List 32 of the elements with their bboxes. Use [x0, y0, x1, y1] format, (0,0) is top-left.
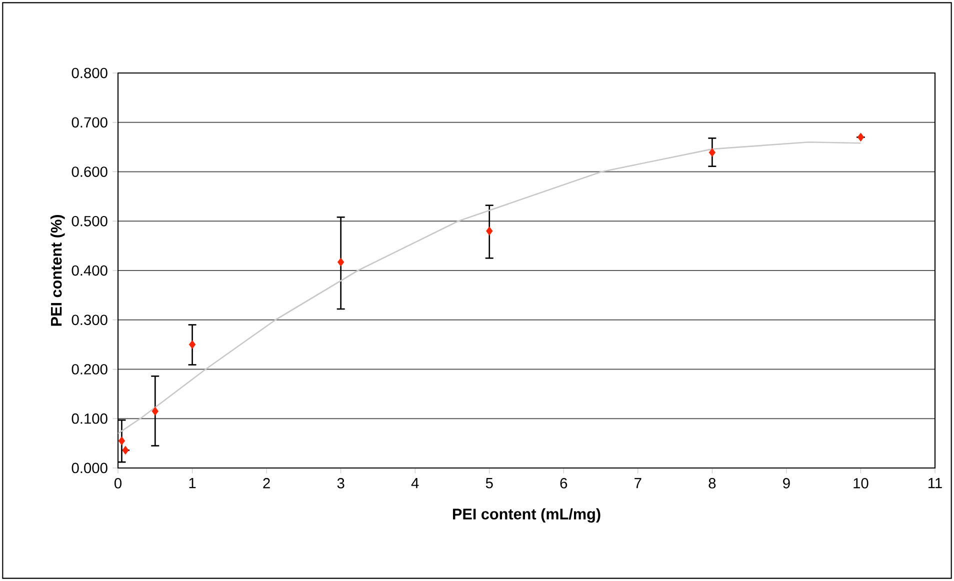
y-tick-label: 0.200 [72, 364, 108, 374]
y-tick-label: 0.300 [72, 314, 108, 326]
point [189, 340, 196, 349]
x-tick-label: 9 [783, 478, 790, 488]
y-tick-label: 0.800 [72, 68, 108, 78]
x-tick-label: 11 [928, 478, 942, 488]
point [118, 436, 125, 446]
y-tick-label: 0.600 [72, 166, 108, 177]
point [486, 226, 493, 236]
x-tick-label: 10 [854, 478, 868, 488]
point [708, 148, 716, 157]
y-tick-label: 0.400 [72, 265, 108, 276]
y-tick-label: 0.500 [72, 216, 108, 226]
x-tick-label: 1 [189, 478, 196, 488]
x-tick-label: 0 [114, 478, 122, 488]
point [338, 258, 344, 266]
line-series [118, 141, 862, 434]
x-axis-title: PEI content (mL/mg) [452, 508, 600, 523]
x-tick-label: 8 [708, 478, 716, 488]
y-tick-label: 0.700 [72, 117, 108, 128]
y-tick-label: 0.000 [72, 462, 108, 474]
point [122, 446, 129, 454]
x-tick-label: 6 [560, 478, 568, 488]
point [152, 406, 158, 416]
x-tick-label: 2 [263, 478, 270, 488]
y-axis-title: PEI content (%) [50, 215, 65, 326]
x-tick-label: 5 [486, 478, 493, 488]
x-tick-label: 7 [634, 478, 642, 488]
y-tick-label: 0.100 [72, 413, 108, 424]
x-tick-label: 4 [411, 478, 419, 488]
x-tick-label: 3 [337, 478, 344, 488]
point [857, 132, 864, 142]
